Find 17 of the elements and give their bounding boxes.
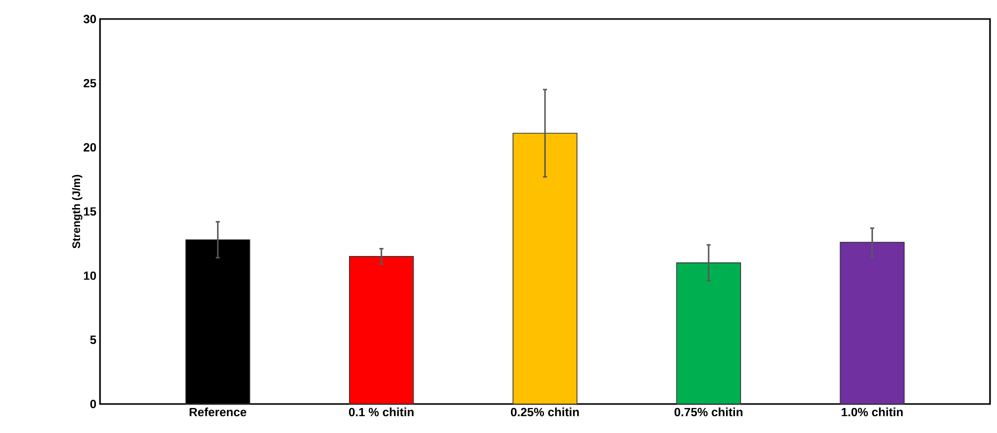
x-tick-label: 0.75% chitin — [674, 408, 742, 416]
x-tick-label: Reference — [190, 408, 246, 416]
y-tick-label: 20 — [84, 143, 96, 152]
y-tick-label: 5 — [90, 336, 96, 344]
y-tick-label: 25 — [84, 78, 96, 88]
y-axis-title: Strength (J/m) — [72, 174, 82, 248]
bar — [512, 132, 578, 404]
bar — [349, 256, 414, 404]
x-tick-label: 0.25% chitin — [510, 408, 579, 416]
x-tick-label: 0.1 % chitin — [348, 408, 414, 416]
bar — [676, 262, 742, 404]
y-tick-label: 15 — [84, 207, 96, 216]
y-tick-label: 10 — [84, 271, 96, 280]
x-tick-label: 1.0% chitin — [842, 408, 903, 416]
bar — [840, 242, 905, 404]
y-tick-label: 30 — [83, 14, 96, 24]
y-tick-label: 0 — [90, 400, 96, 408]
